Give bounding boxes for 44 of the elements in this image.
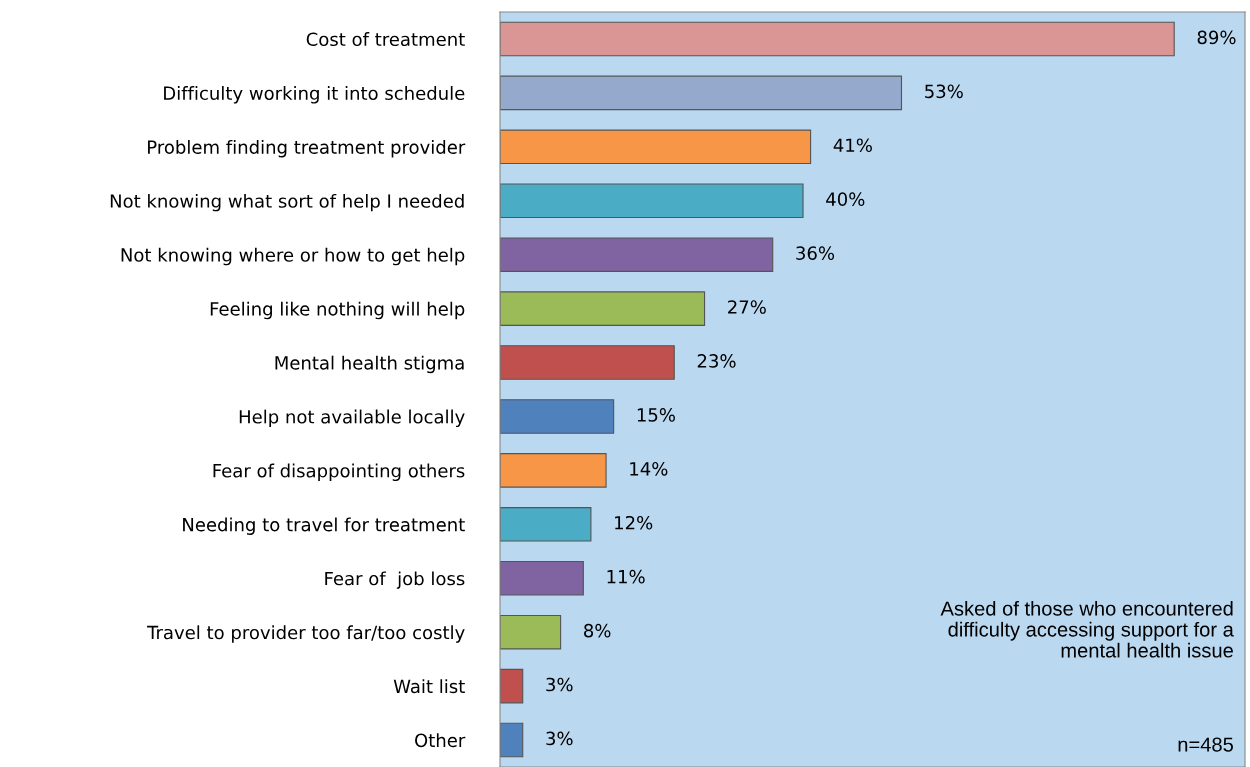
data-label: 36% — [796, 246, 835, 260]
y-tick-label: Not knowing where or how to get help — [121, 247, 465, 266]
bar — [500, 345, 675, 380]
data-label: 11% — [607, 569, 645, 584]
data-label: 27% — [728, 300, 766, 314]
bar — [500, 21, 1175, 57]
y-tick-label: Cost of treatment — [306, 32, 465, 47]
y-tick-label: Feeling like nothing will help — [210, 301, 465, 320]
bar — [500, 75, 903, 111]
y-tick-label: Travel to provider too far/too costly — [147, 625, 465, 643]
y-tick-label: Fear of disappointing others — [213, 463, 465, 482]
data-label: 53% — [925, 84, 963, 99]
data-label: 3% — [546, 677, 573, 692]
data-label: 8% — [584, 623, 611, 638]
data-label: 41% — [833, 138, 872, 153]
data-label: 40% — [826, 192, 865, 206]
bar — [500, 668, 524, 704]
data-label: 3% — [546, 731, 573, 746]
y-tick-label: Other — [415, 733, 466, 748]
y-tick-label: Problem finding treatment provider — [148, 139, 466, 158]
bar — [500, 560, 584, 596]
bar — [500, 614, 562, 650]
bar — [500, 453, 607, 488]
y-tick-label: Wait list — [393, 679, 465, 694]
annotation: Asked of those who encountered difficulty accessing support for a mental health issue — [940, 600, 1234, 658]
y-tick-label: Difficulty working it into schedule — [164, 86, 465, 104]
bar — [500, 399, 615, 434]
bar — [500, 291, 706, 326]
text: n=485 — [1178, 737, 1233, 752]
data-label: 14% — [630, 461, 668, 476]
bar — [500, 183, 804, 219]
y-tick-label: Not knowing what sort of help I needed — [110, 193, 464, 212]
data-label: 12% — [615, 515, 653, 530]
y-tick-label: Fear of job loss — [325, 571, 465, 589]
bar — [500, 722, 524, 758]
data-label: 89% — [1197, 30, 1236, 45]
y-tick-label: Help not available locally — [239, 409, 465, 428]
data-label: 23% — [697, 354, 736, 368]
bar — [500, 507, 592, 542]
bar — [500, 129, 812, 165]
bar — [500, 237, 774, 272]
y-tick-label: Needing to travel for treatment — [183, 517, 465, 535]
data-label: 15% — [637, 408, 675, 422]
y-tick-label: Mental health stigma — [275, 355, 464, 374]
